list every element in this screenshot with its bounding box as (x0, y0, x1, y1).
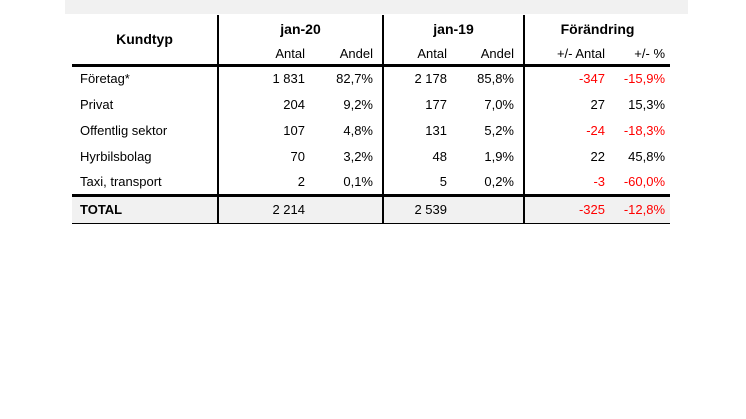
subheader-diff-antal: +/- Antal (523, 43, 610, 67)
cell-diff-pct: -60,0% (623, 173, 666, 189)
cell-diff-antal: -347 (523, 65, 610, 91)
header-sub-row: Antal Andel Antal Andel +/- Antal +/- % (72, 43, 671, 67)
cell-diff-pct: -18,3% (623, 122, 666, 138)
cell-jan20-andel: 0,1% (343, 173, 373, 189)
total-jan20-antal: 2 214 (217, 193, 310, 224)
row-label: Hyrbilsbolag (80, 148, 152, 164)
table-row-hyrbilsbolag: Hyrbilsbolag 70 3,2% 48 1,9% 22 45,8% (72, 143, 670, 169)
cell-jan20-antal: 2 (217, 169, 310, 195)
cell-diff-pct: 15,3% (628, 96, 666, 112)
total-label: TOTAL (72, 193, 218, 224)
table-row-total: TOTAL 2 214 2 539 -325 -12,8% (72, 193, 671, 224)
cell-jan19-andel: 7,0% (484, 96, 514, 112)
subheader-jan20-andel: Andel (310, 43, 383, 67)
subheader-diff-pct: +/- % (610, 43, 671, 67)
column-group-jan20: jan-20 (217, 15, 383, 43)
cell-diff-antal: 27 (523, 91, 610, 117)
cell-jan20-andel: 3,2% (343, 148, 373, 164)
cell-jan20-andel: 82,7% (336, 71, 373, 87)
cell-jan19-andel: 0,2% (484, 173, 514, 189)
cell-jan19-andel: 1,9% (484, 148, 514, 164)
table-row-privat: Privat 204 9,2% 177 7,0% 27 15,3% (72, 91, 670, 117)
subheader-jan19-antal: Antal (382, 43, 452, 67)
cell-diff-antal: -24 (523, 117, 610, 143)
total-jan19-antal: 2 539 (382, 193, 452, 224)
cell-jan20-antal: 204 (217, 91, 310, 117)
subheader-jan20-antal: Antal (217, 43, 310, 67)
cell-jan19-antal: 131 (382, 117, 452, 143)
total-diff-antal: -325 (523, 193, 610, 224)
table-row-taxi-transport: Taxi, transport 2 0,1% 5 0,2% -3 -60,0% (72, 169, 670, 195)
row-label: Taxi, transport (80, 173, 162, 189)
cell-jan19-antal: 177 (382, 91, 452, 117)
cell-jan19-antal: 2 178 (382, 65, 452, 91)
table-row-foretag: Företag* 1 831 82,7% 2 178 85,8% -347 -1… (72, 65, 670, 91)
column-header-kundtyp: Kundtyp (72, 15, 218, 67)
cell-jan19-antal: 5 (382, 169, 452, 195)
total-jan20-andel (310, 193, 383, 224)
cell-jan20-antal: 70 (217, 143, 310, 169)
cell-jan19-andel: 5,2% (484, 122, 514, 138)
row-label: Offentlig sektor (80, 122, 168, 138)
table-row-offentlig-sektor: Offentlig sektor 107 4,8% 131 5,2% -24 -… (72, 117, 670, 143)
cell-jan19-andel: 85,8% (477, 71, 514, 87)
top-gray-strip (65, 0, 688, 14)
cell-jan20-antal: 1 831 (217, 65, 310, 91)
cell-jan20-antal: 107 (217, 117, 310, 143)
cell-jan20-andel: 9,2% (343, 96, 373, 112)
cell-diff-antal: 22 (523, 143, 610, 169)
cell-diff-antal: -3 (523, 169, 610, 195)
cell-jan19-antal: 48 (382, 143, 452, 169)
customer-type-table: Kundtyp jan-20 jan-19 Förändring Antal A… (72, 15, 671, 224)
row-label: Privat (80, 96, 114, 112)
row-label: Företag* (80, 71, 130, 87)
total-jan19-andel (452, 193, 524, 224)
subheader-jan19-andel: Andel (452, 43, 524, 67)
cell-jan20-andel: 4,8% (343, 122, 373, 138)
column-group-jan19: jan-19 (382, 15, 524, 43)
cell-diff-pct: 45,8% (628, 148, 666, 164)
column-group-forandring: Förändring (522, 15, 671, 43)
cell-diff-pct: -15,9% (623, 71, 666, 87)
total-diff-pct: -12,8% (610, 193, 671, 224)
header-group-row: Kundtyp jan-20 jan-19 Förändring (72, 15, 671, 67)
